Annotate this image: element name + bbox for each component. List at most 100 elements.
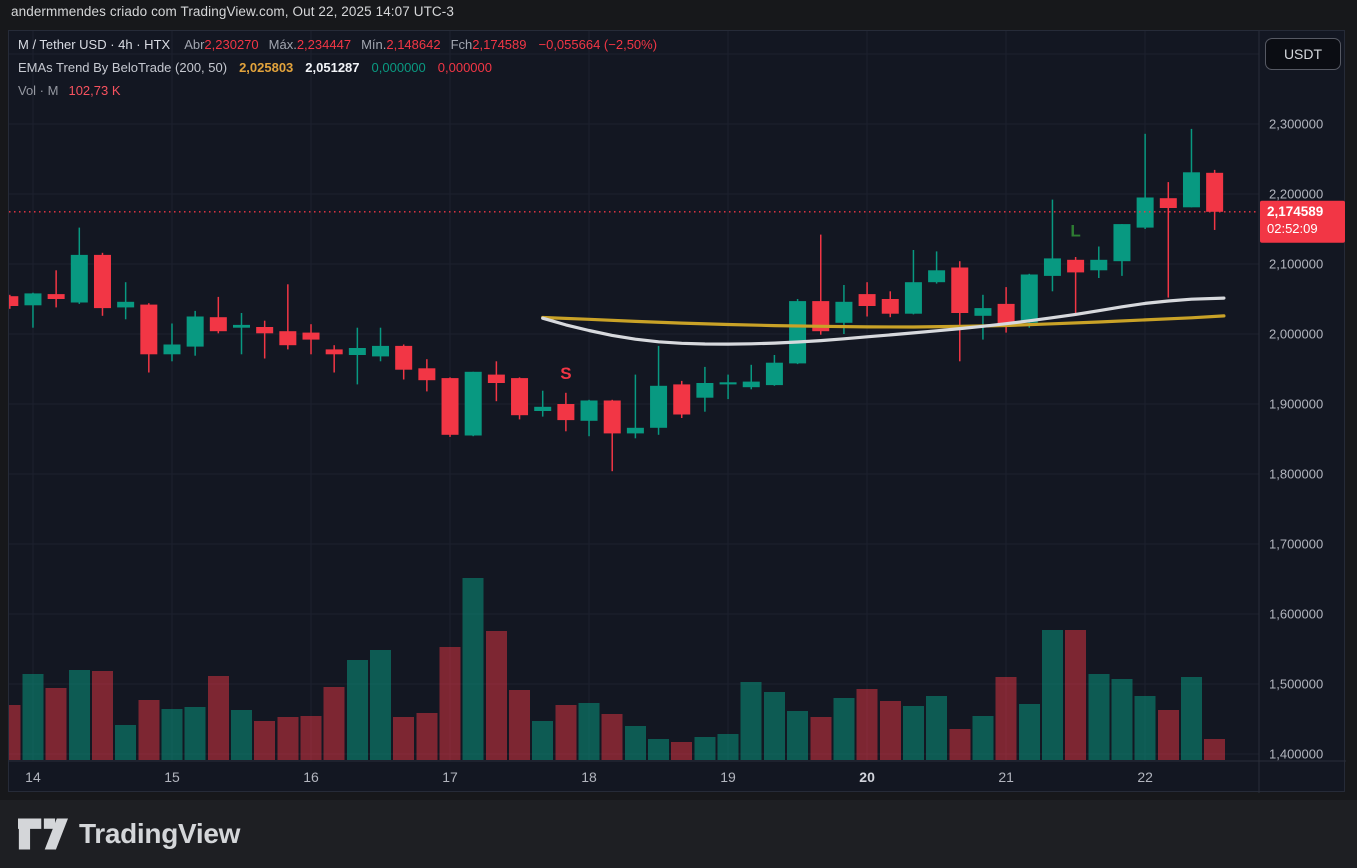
ohlc-low: Mín.2,148642: [361, 37, 441, 52]
candle-body: [997, 303, 1015, 324]
volume-bar: [995, 677, 1017, 760]
volume-bars: [9, 578, 1226, 760]
candle-body: [928, 270, 946, 283]
volume-bar: [740, 682, 762, 760]
candle-body: [951, 267, 969, 313]
candle-body: [603, 400, 621, 434]
chart-pane[interactable]: S L 2,300000 2,200000 2,100000 2,000000 1,9000…: [8, 30, 1346, 793]
ohlc-close: Fch2,174589: [450, 37, 527, 52]
bar-countdown: 02:52:09: [1267, 221, 1318, 236]
candle-body: [673, 384, 691, 415]
candle-body: [117, 301, 135, 308]
ema-50-line: [541, 296, 1226, 346]
candle-body: [1159, 198, 1177, 208]
volume-bar: [833, 698, 855, 760]
chart-canvas[interactable]: S L 2,300000 2,200000 2,100000 2,000000 1,9000…: [9, 31, 1346, 793]
volume-bar: [68, 670, 90, 760]
volume-bar: [1041, 629, 1063, 760]
volume-bar: [509, 690, 531, 760]
legend-symbol-row: M / Tether USD · 4h · HTX Abr2,230270 Má…: [18, 38, 657, 51]
volume-bar: [346, 660, 368, 760]
indicator-name: EMAs Trend By BeloTrade (200, 50): [18, 60, 228, 75]
candle-body: [1090, 259, 1108, 271]
candle-body: [650, 385, 668, 428]
candle-body: [93, 254, 111, 309]
time-tick-label: 19: [720, 769, 736, 785]
candle-body: [557, 404, 575, 421]
price-tick-label: 1,400000: [1269, 747, 1323, 762]
price-tick-label: 1,900000: [1269, 397, 1323, 412]
volume-bar: [22, 673, 44, 760]
time-axis[interactable]: 14 15 16 17 18 19 20 21 22: [25, 769, 1153, 785]
time-tick-label: 17: [442, 769, 458, 785]
candle-body: [1113, 224, 1131, 262]
price-axis[interactable]: 2,300000 2,200000 2,100000 2,000000 1,900000…: [1269, 117, 1323, 762]
candle-body: [511, 378, 529, 416]
ema50-value: 2,051287: [305, 60, 360, 75]
volume-bar: [323, 687, 345, 760]
price-tick-label: 1,800000: [1269, 467, 1323, 482]
volume-value: 102,73 K: [68, 83, 121, 98]
volume-bar: [485, 631, 507, 760]
chart-legend: M / Tether USD · 4h · HTX Abr2,230270 Má…: [18, 38, 657, 107]
pane-borders: [9, 31, 1346, 793]
ohlc-high: Máx.2,234447: [268, 37, 352, 52]
candle-body: [742, 381, 760, 388]
volume-bar: [1134, 696, 1156, 760]
indicator-value-4: 0,000000: [437, 60, 492, 75]
volume-bar: [1157, 709, 1179, 760]
time-tick-label: 22: [1137, 769, 1153, 785]
price-tick-label: 2,200000: [1269, 187, 1323, 202]
candle-body: [418, 368, 436, 381]
volume-bar: [138, 700, 160, 760]
candle-body: [348, 348, 366, 355]
attribution-text: andermmendes criado com TradingView.com,…: [11, 4, 454, 19]
volume-bar: [648, 738, 670, 760]
volume-bar: [300, 716, 322, 760]
time-tick-label: 21: [998, 769, 1014, 785]
candle-body: [974, 308, 992, 316]
volume-bar: [949, 728, 971, 760]
volume-bar: [787, 710, 809, 760]
volume-bar: [161, 709, 183, 760]
volume-bar: [926, 696, 948, 760]
candle-body: [140, 304, 158, 355]
volume-bar: [115, 725, 137, 760]
ohlc-open: Abr2,230270: [184, 37, 259, 52]
volume-bar: [671, 742, 693, 760]
volume-bar: [1088, 673, 1110, 760]
tradingview-logo[interactable]: TradingView: [18, 817, 240, 851]
last-price-value: 2,174589: [1267, 204, 1323, 219]
price-tick-label: 1,500000: [1269, 677, 1323, 692]
candle-body: [302, 332, 320, 340]
candle-body: [835, 301, 853, 323]
candle-body: [765, 362, 783, 386]
candle-body: [9, 296, 19, 306]
candle-body: [1067, 259, 1085, 273]
candle-body: [256, 327, 274, 334]
price-change: −0,055664 (−2,50%): [538, 37, 658, 52]
volume-bar: [184, 707, 206, 760]
volume-bar: [532, 720, 554, 760]
long-marker: L: [1070, 222, 1080, 241]
ema200-value: 2,025803: [239, 60, 294, 75]
symbol-title: M / Tether USD · 4h · HTX: [18, 37, 171, 52]
currency-toggle-button[interactable]: USDT: [1265, 38, 1341, 70]
candle-body: [441, 378, 459, 435]
candles: [9, 128, 1224, 472]
volume-bar: [45, 688, 67, 760]
candle-body: [719, 382, 737, 385]
price-tick-label: 2,000000: [1269, 327, 1323, 342]
volume-bar: [462, 578, 484, 760]
candle-body: [1020, 274, 1038, 323]
price-tick-label: 1,600000: [1269, 607, 1323, 622]
candle-body: [904, 282, 922, 314]
volume-bar: [856, 689, 878, 760]
volume-bar: [416, 712, 438, 760]
candle-body: [209, 317, 227, 332]
volume-bar: [555, 705, 577, 760]
volume-bar: [972, 716, 994, 760]
time-tick-label: 20: [859, 769, 875, 785]
short-marker: S: [560, 364, 571, 383]
volume-bar: [1018, 703, 1040, 760]
